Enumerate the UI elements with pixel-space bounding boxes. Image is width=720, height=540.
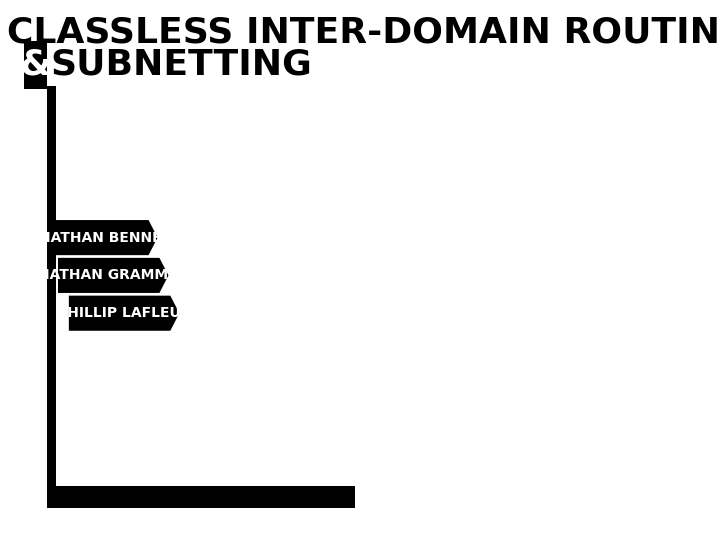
Text: &: & [19, 48, 51, 82]
FancyBboxPatch shape [47, 486, 355, 508]
Text: PHILLIP LAFLEUR: PHILLIP LAFLEUR [57, 306, 192, 320]
Text: SUBNETTING: SUBNETTING [50, 48, 312, 82]
Text: CLASSLESS INTER-DOMAIN ROUTING {CIDR}: CLASSLESS INTER-DOMAIN ROUTING {CIDR} [7, 16, 720, 50]
FancyBboxPatch shape [47, 86, 56, 486]
Polygon shape [69, 296, 179, 330]
Polygon shape [47, 220, 158, 255]
FancyBboxPatch shape [24, 40, 47, 89]
Text: JONATHAN BENNETT: JONATHAN BENNETT [23, 231, 182, 245]
Text: NATHAN GRAMMES: NATHAN GRAMMES [38, 268, 188, 282]
Polygon shape [58, 258, 168, 293]
